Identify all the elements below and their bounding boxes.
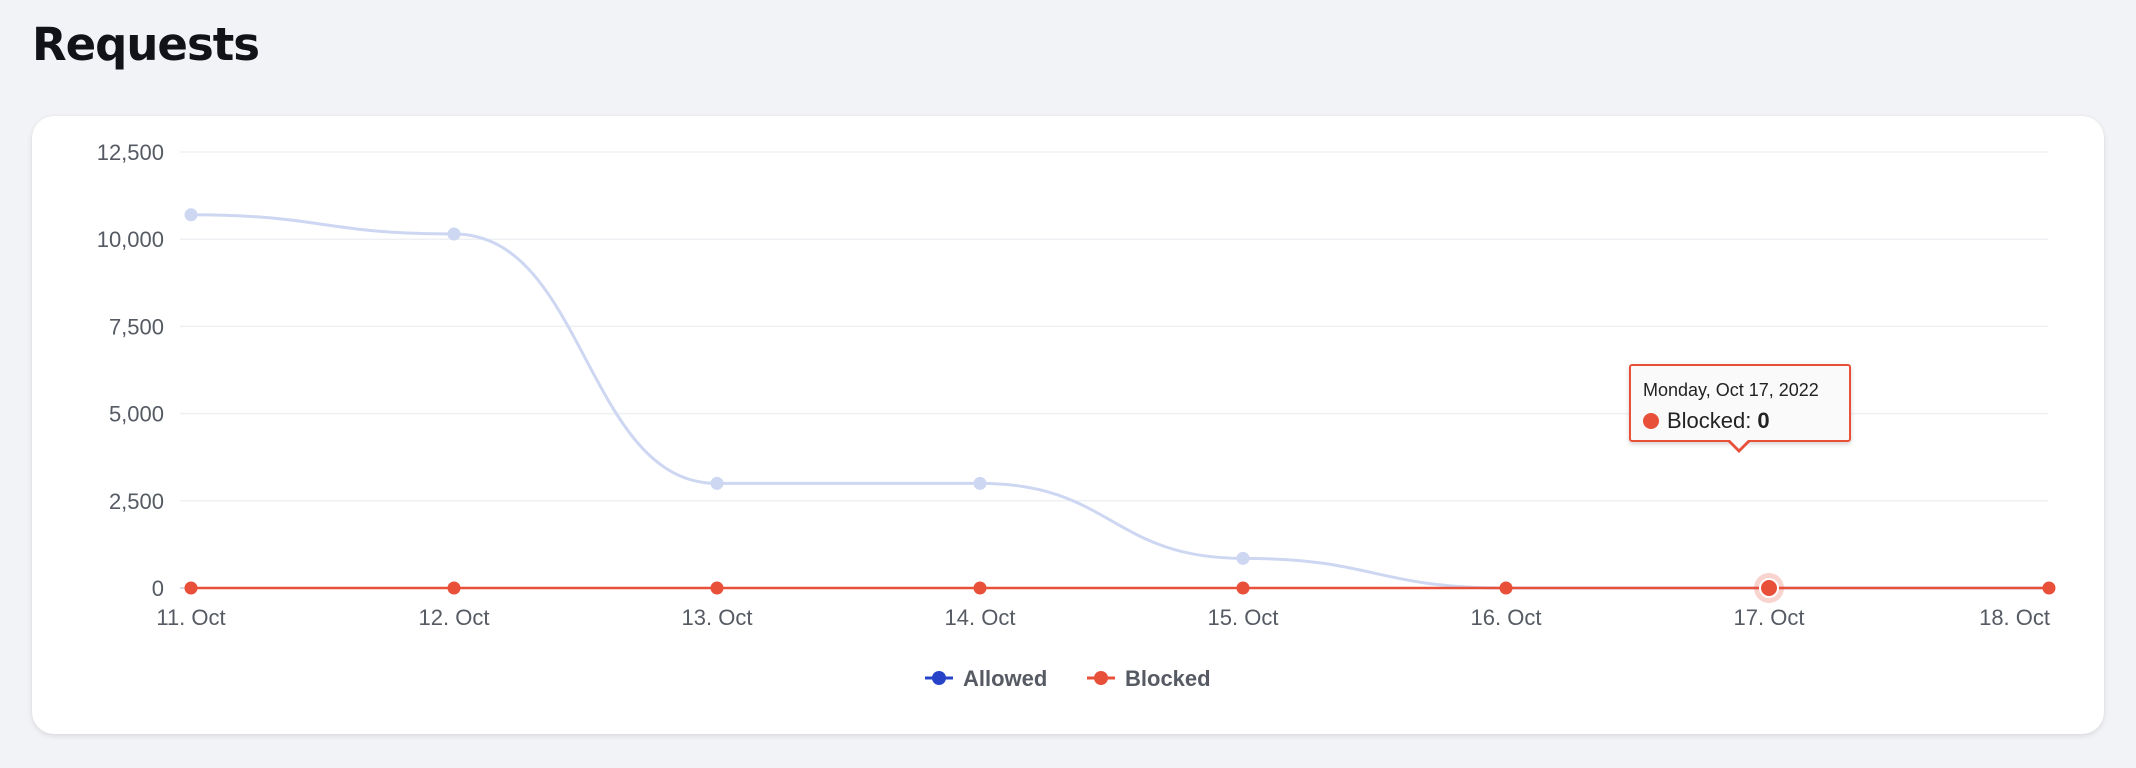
- allowed-data-point[interactable]: [184, 208, 198, 222]
- blocked-data-point[interactable]: [1499, 581, 1513, 595]
- x-tick-label: 13. Oct: [682, 605, 753, 630]
- x-tick-label: 14. Oct: [945, 605, 1016, 630]
- blocked-data-point[interactable]: [2042, 581, 2056, 595]
- blocked-data-point[interactable]: [710, 581, 724, 595]
- y-tick-label: 2,500: [109, 489, 164, 514]
- legend-allowed-swatch-dot: [932, 671, 946, 685]
- y-tick-label: 0: [152, 576, 164, 601]
- tooltip-series-dot: [1643, 413, 1659, 429]
- y-tick-label: 12,500: [97, 140, 164, 165]
- legend-item-allowed[interactable]: Allowed: [925, 666, 1047, 691]
- legend-allowed-label: Allowed: [963, 666, 1047, 691]
- legend-blocked-swatch-dot: [1094, 671, 1108, 685]
- blocked-data-point[interactable]: [184, 581, 198, 595]
- y-axis-ticks: 0 2,500 5,000 7,500 10,000 12,500: [97, 140, 164, 601]
- allowed-data-point[interactable]: [1236, 551, 1250, 565]
- tooltip-value: 0: [1757, 408, 1770, 433]
- x-tick-label: 16. Oct: [1471, 605, 1542, 630]
- legend-blocked-label: Blocked: [1125, 666, 1211, 691]
- tooltip-pointer: [1727, 439, 1751, 453]
- blocked-data-point[interactable]: [447, 581, 461, 595]
- x-tick-label: 18. Oct: [1979, 605, 2050, 630]
- tooltip-series-name: Blocked: [1667, 408, 1746, 433]
- chart-legend: Allowed Blocked: [925, 666, 1211, 691]
- legend-item-blocked[interactable]: Blocked: [1087, 666, 1211, 691]
- tooltip-row: Blocked: 0: [1643, 408, 1770, 434]
- allowed-data-point[interactable]: [447, 227, 461, 241]
- series-lines: [184, 208, 2056, 603]
- blocked-data-point[interactable]: [1236, 581, 1250, 595]
- x-tick-label: 11. Oct: [156, 605, 225, 630]
- allowed-data-point[interactable]: [973, 476, 987, 490]
- allowed-data-point[interactable]: [710, 476, 724, 490]
- x-tick-label: 15. Oct: [1208, 605, 1279, 630]
- tooltip-date: Monday, Oct 17, 2022: [1643, 380, 1819, 400]
- y-tick-label: 7,500: [109, 314, 164, 339]
- tooltip-separator: :: [1745, 408, 1752, 433]
- requests-line-chart: 0 2,500 5,000 7,500 10,000 12,500 11. Oct 12. …: [97, 140, 2056, 691]
- blocked-data-point[interactable]: [973, 581, 987, 595]
- page-title: Requests: [32, 18, 260, 71]
- x-tick-label: 17. Oct: [1734, 605, 1805, 630]
- y-tick-label: 10,000: [97, 227, 164, 252]
- blocked-data-point[interactable]: [1759, 578, 1779, 598]
- x-tick-label: 12. Oct: [419, 605, 490, 630]
- y-tick-label: 5,000: [109, 402, 164, 427]
- chart-tooltip: Monday, Oct 17, 2022 Blocked: 0: [1629, 364, 1851, 453]
- x-axis-ticks: 11. Oct 12. Oct 13. Oct 14. Oct 15. Oct 16. O…: [156, 605, 2050, 630]
